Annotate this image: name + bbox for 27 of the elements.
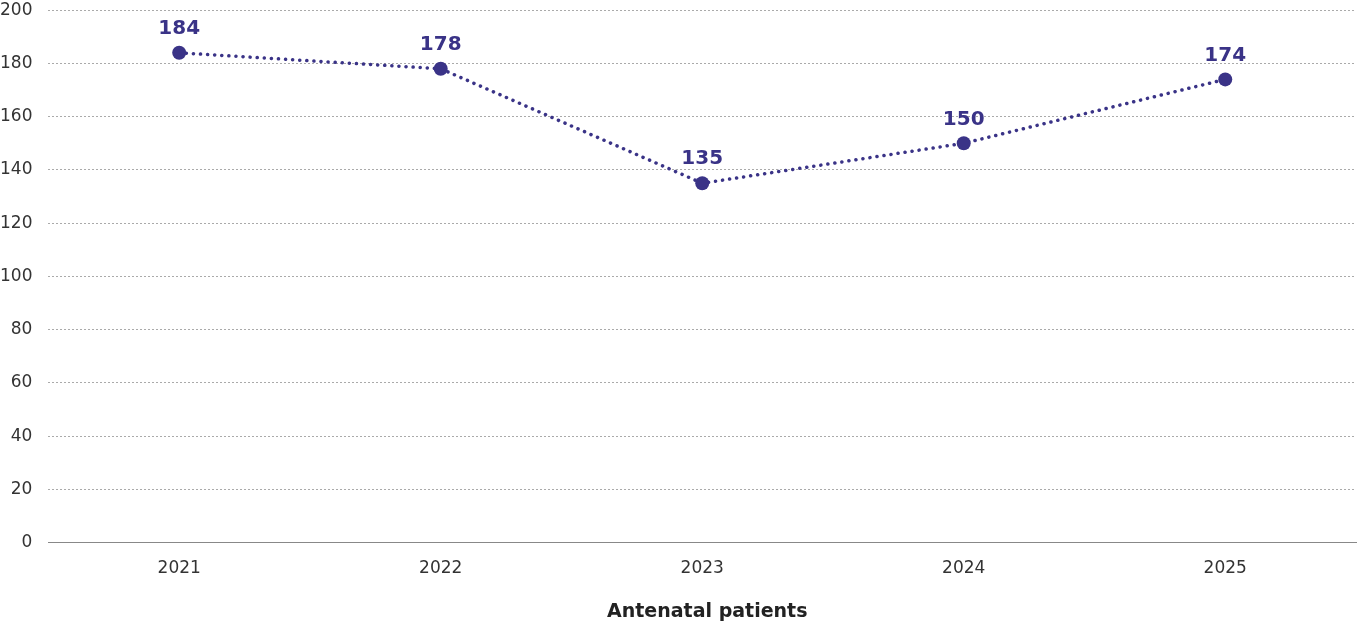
y-tick-label: 100	[0, 264, 33, 285]
point	[172, 45, 187, 60]
y-tick-label: 60	[10, 371, 33, 392]
y-tick-label: 180	[0, 51, 33, 72]
x-tick-label: 2024	[942, 557, 986, 578]
data-label: 174	[1204, 41, 1247, 66]
y-tick-label: 80	[10, 318, 33, 339]
y-tick-label: 160	[0, 105, 33, 126]
y-tick-label: 200	[0, 0, 33, 19]
data-label: 178	[419, 30, 462, 55]
y-tick-label: 0	[21, 531, 33, 552]
data-label: 184	[158, 15, 201, 39]
x-tick-label: 2022	[419, 557, 463, 578]
x-tick-label: 2023	[680, 557, 724, 578]
data-label: 150	[942, 105, 985, 130]
y-tick-label: 140	[0, 158, 33, 179]
x-tick-label: 2021	[157, 557, 201, 578]
y-tick-label: 120	[0, 211, 33, 232]
point	[956, 136, 971, 151]
y-tick-label: 40	[10, 424, 33, 445]
text: Antenatal patients	[607, 599, 808, 622]
data-label: 135	[681, 145, 724, 170]
point	[433, 61, 448, 76]
y-tick-label: 20	[10, 477, 33, 498]
point	[1218, 72, 1233, 87]
x-tick-label: 2025	[1203, 557, 1247, 578]
point	[695, 176, 710, 191]
